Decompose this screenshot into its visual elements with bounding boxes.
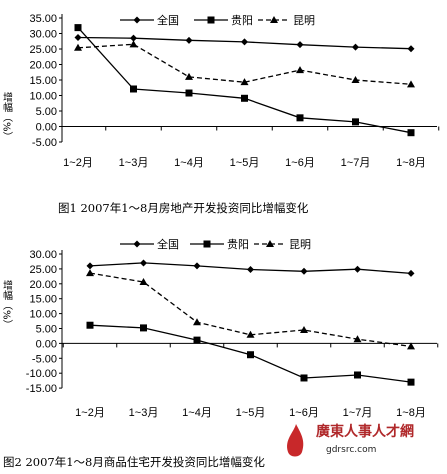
x-tick-label: 1~5月 xyxy=(230,157,260,169)
data-point xyxy=(139,278,148,286)
data-point xyxy=(352,118,359,126)
legend-entry: 昆明 xyxy=(289,238,311,251)
y-tick-label: 35.00 xyxy=(29,13,57,25)
data-point xyxy=(407,378,415,386)
watermark-url: gdrsrc.com xyxy=(326,445,376,455)
data-point xyxy=(296,114,304,122)
x-tick-label: 1~2月 xyxy=(75,407,105,419)
y-tick-label: -5.00 xyxy=(32,137,57,149)
x-tick-label: 1~2月 xyxy=(63,157,93,169)
y-tick-label: 0.00 xyxy=(36,122,57,134)
x-tick-label: 1~3月 xyxy=(129,407,159,419)
watermark-title: 廣東人事人才網 xyxy=(316,423,414,440)
y-tick-label: 15.00 xyxy=(29,294,57,306)
legend-entry: 贵阳 xyxy=(231,14,253,27)
data-point xyxy=(247,265,254,273)
legend-marker xyxy=(133,16,141,24)
data-point xyxy=(407,342,415,350)
data-point xyxy=(193,336,201,344)
y-tick-label: -15.00 xyxy=(26,383,57,395)
y-tick-label: 30.00 xyxy=(29,249,57,261)
x-tick-label: 1~6月 xyxy=(289,407,319,419)
x-tick-label: 1~8月 xyxy=(396,157,426,169)
data-point xyxy=(86,262,94,270)
watermark-logo: 廣東人事人才網 gdrsrc.com xyxy=(287,423,414,457)
data-point xyxy=(240,78,249,86)
legend-entry: 全国 xyxy=(157,237,179,251)
x-tick-label: 1~3月 xyxy=(119,157,149,169)
data-point xyxy=(86,321,94,329)
data-point xyxy=(353,335,362,343)
chart-1: 增幅（%） 35.00 30.00 25.00 20.00 15.00 10.00 5.00 0… xyxy=(1,13,440,169)
data-point xyxy=(296,41,304,49)
chart-2-caption: 图2 2007年1～8月商品住宅开发投资同比增幅变化 xyxy=(3,455,265,469)
y-tick-label: 5.00 xyxy=(36,324,57,336)
data-point xyxy=(354,371,361,379)
data-point xyxy=(185,36,193,44)
y-tick-label: 10.00 xyxy=(29,309,57,321)
data-point xyxy=(74,43,82,51)
x-tick-label: 1~4月 xyxy=(182,407,212,419)
x-tick-label: 1~5月 xyxy=(236,407,266,419)
chart-1-caption: 图1 2007年1～8月房地产开发投资同比增幅变化 xyxy=(58,201,309,215)
data-point xyxy=(130,85,137,93)
legend-entry: 全国 xyxy=(157,13,179,27)
data-point xyxy=(129,40,138,48)
chart-2: 增幅（%） 30.00 25.00 20.00 15.00 10.00 5.00 0.00 -5… xyxy=(1,237,439,419)
data-point xyxy=(407,45,415,53)
data-point xyxy=(86,269,94,277)
data-point xyxy=(185,72,193,80)
legend-entry: 贵阳 xyxy=(227,238,249,251)
data-point xyxy=(247,351,254,359)
legend-marker xyxy=(203,240,211,248)
x-tick-label: 1~6月 xyxy=(285,157,315,169)
legend-marker xyxy=(266,240,274,247)
y-tick-label: 30.00 xyxy=(29,29,57,41)
chart-2-y-axis-label: 增幅（%） xyxy=(1,279,13,330)
data-point xyxy=(300,267,308,275)
x-tick-label: 1~7月 xyxy=(343,407,373,419)
data-point xyxy=(185,89,193,97)
data-point xyxy=(193,318,201,326)
data-point xyxy=(74,34,82,42)
y-tick-label: 0.00 xyxy=(36,338,57,350)
y-tick-label: 25.00 xyxy=(29,264,57,276)
y-tick-label: 20.00 xyxy=(29,60,57,72)
legend-entry: 昆明 xyxy=(293,14,315,27)
data-point xyxy=(352,43,359,51)
data-point xyxy=(74,24,82,32)
data-point xyxy=(241,38,248,46)
data-point xyxy=(407,269,415,277)
data-point xyxy=(300,325,308,333)
flame-icon xyxy=(287,424,304,457)
data-point xyxy=(140,324,147,332)
y-tick-label: 10.00 xyxy=(29,91,57,103)
legend-marker xyxy=(207,16,215,24)
data-point xyxy=(246,330,255,338)
y-tick-label: -10.00 xyxy=(26,368,57,380)
data-point xyxy=(193,262,201,270)
y-tick-label: 5.00 xyxy=(36,106,57,118)
y-tick-label: 25.00 xyxy=(29,44,57,56)
x-tick-label: 1~7月 xyxy=(341,157,371,169)
data-point xyxy=(351,76,360,83)
data-point xyxy=(354,265,361,273)
data-point xyxy=(300,374,308,382)
data-point xyxy=(130,34,137,42)
data-point xyxy=(241,94,248,102)
legend-marker xyxy=(133,240,141,248)
chart-1-y-axis-label: 增幅（%） xyxy=(1,91,13,142)
y-tick-label: 15.00 xyxy=(29,75,57,87)
y-tick-label: 20.00 xyxy=(29,279,57,291)
x-tick-label: 1~8月 xyxy=(396,407,426,419)
data-point xyxy=(296,66,304,74)
legend-marker xyxy=(270,16,278,23)
data-point xyxy=(407,129,415,137)
data-point xyxy=(407,80,415,88)
data-point xyxy=(140,259,147,267)
y-tick-label: -5.00 xyxy=(32,353,57,365)
x-tick-label: 1~4月 xyxy=(174,157,204,169)
